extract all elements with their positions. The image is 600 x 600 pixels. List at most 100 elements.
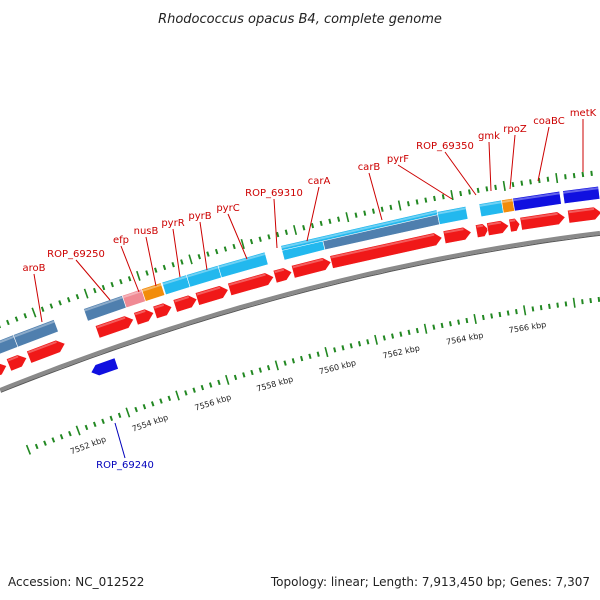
gene-label-carb: carB [358, 162, 381, 173]
scale-label: 7556 kbp [194, 393, 233, 413]
reverse-gene-arrow [91, 358, 119, 376]
gene-label-coabc: coaBC [533, 116, 564, 127]
upper-tick [590, 170, 593, 177]
lower-tick [134, 406, 138, 413]
lower-tick [498, 311, 502, 318]
upper-tick [494, 184, 497, 191]
upper-tick [232, 243, 236, 250]
gene-box-shine [501, 199, 514, 204]
lower-tick [101, 418, 105, 425]
gene-label-nusb: nusB [134, 226, 159, 237]
lower-tick [515, 309, 518, 315]
lower-tick [75, 425, 81, 436]
upper-tick [397, 200, 402, 211]
lower-tick [556, 302, 559, 308]
cds-track [0, 206, 600, 376]
upper-tick [14, 316, 19, 322]
lower-tick [92, 421, 97, 428]
upper-tick [433, 195, 436, 202]
lower-tick [432, 324, 436, 330]
lower-tick [316, 351, 320, 357]
cds-arrow [194, 285, 229, 306]
gene-label-leader [306, 186, 320, 242]
lower-tick [308, 353, 312, 360]
upper-tick [276, 231, 280, 238]
cds-arrow-shine [444, 228, 464, 234]
upper-tick [389, 204, 393, 210]
gene-box-shine [83, 296, 124, 312]
lower-tick [208, 382, 213, 388]
lower-tick [440, 322, 444, 329]
upper-tick [511, 181, 515, 188]
lower-tick [572, 297, 576, 308]
gene-label-leader [33, 273, 43, 323]
lower-tick [366, 339, 370, 345]
gene-label-pyrf: pyrF [387, 154, 409, 165]
gene-box [12, 319, 59, 348]
gene-label-pyrr: pyrR [161, 218, 184, 229]
upper-tick [371, 208, 375, 214]
backbone-line [0, 230, 600, 392]
upper-tick [415, 199, 419, 205]
lower-tick [391, 333, 395, 339]
scale-label: 7552 kbp [69, 435, 107, 457]
gene-label-gmk: gmk [478, 131, 500, 142]
upper-tick [546, 176, 550, 182]
gene-box-shine [13, 320, 55, 338]
lower-tick [333, 347, 337, 353]
gene-label-metk: metK [570, 108, 597, 119]
gene-box-shine [141, 283, 162, 292]
gene-box-overlay [280, 209, 439, 251]
lower-tick [341, 345, 345, 351]
cds-arrow [0, 363, 8, 376]
cds-arrow-shine [196, 286, 221, 296]
lower-tick [258, 367, 262, 373]
lower-tick [51, 437, 56, 443]
cds-arrow [26, 339, 66, 364]
gene-box-shine [218, 252, 266, 269]
upper-tick [564, 174, 567, 180]
lower-tick [291, 358, 295, 364]
lower-tick [109, 415, 114, 422]
lower-tick [84, 424, 89, 431]
upper-tick [101, 284, 106, 291]
upper-tick [354, 212, 358, 218]
lower-tick [423, 323, 428, 334]
upper-tick [485, 186, 489, 192]
gene-label-leader [537, 126, 550, 182]
upper-tick [520, 180, 524, 186]
upper-tick [468, 189, 471, 195]
lower-tick [407, 329, 411, 336]
upper-tick [31, 307, 37, 318]
lower-tick [184, 390, 188, 396]
lower-tick [25, 444, 32, 455]
cds-arrow-shine [476, 224, 484, 228]
lower-tick [564, 301, 568, 307]
lower-tick [34, 443, 39, 450]
gene-label-leader [227, 213, 248, 260]
upper-tick [258, 236, 262, 242]
cds-arrow-shine [7, 355, 19, 362]
gene-label-rpoz: rpoZ [503, 124, 527, 135]
cds-arrow-shine [174, 296, 190, 303]
lower-tick [200, 384, 205, 391]
gene-box [217, 251, 269, 279]
cds-arrow-shine [521, 212, 558, 221]
cds-arrow-shine [228, 273, 266, 286]
backbone-shadow [0, 234, 600, 393]
cds-arrow [133, 308, 155, 326]
gene-label-leader [273, 198, 278, 249]
upper-tick [267, 234, 271, 240]
lower-tick [581, 299, 584, 305]
gene-label-pyrb: pyrB [188, 211, 211, 222]
gene-box-shine [512, 192, 560, 202]
cds-arrow [519, 211, 566, 231]
lower-tick [250, 369, 254, 376]
genome-summary-text: Topology: linear; Length: 7,913,450 bp; … [270, 575, 590, 589]
cds-arrow-shine [509, 219, 516, 222]
upper-tick [6, 319, 10, 326]
upper-tick [188, 254, 193, 265]
lower-tick [399, 331, 403, 337]
lower-tick [167, 395, 172, 402]
